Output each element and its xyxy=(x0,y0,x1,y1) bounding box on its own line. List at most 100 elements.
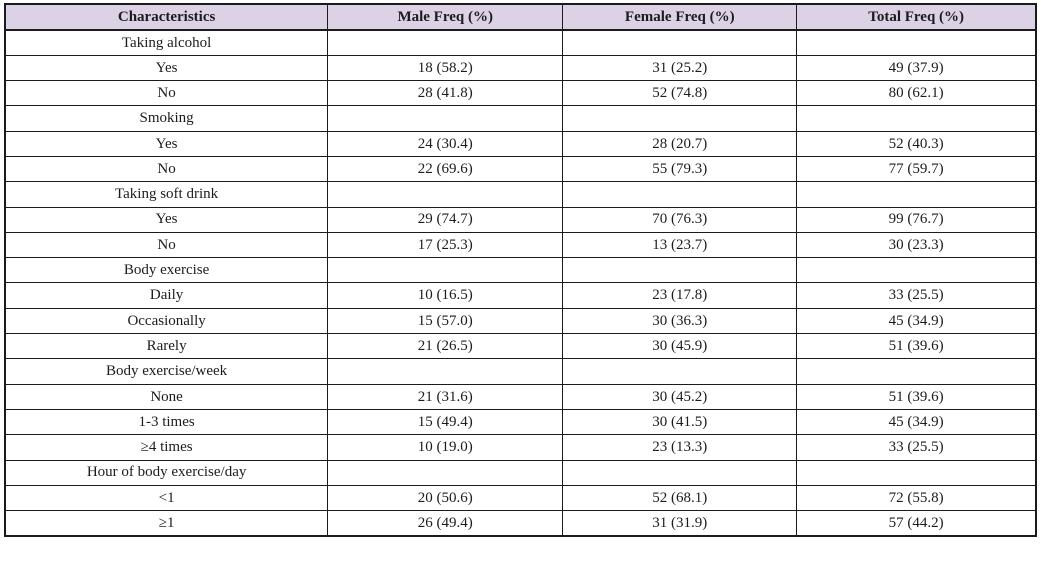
empty-cell xyxy=(562,257,798,284)
cell-total: 72 (55.8) xyxy=(796,484,1037,512)
col-header-female-freq: Female Freq (%) xyxy=(562,3,798,31)
section-label: Taking alcohol xyxy=(4,29,329,56)
table-header: Characteristics Male Freq (%) Female Fre… xyxy=(4,3,1037,31)
section-label: Body exercise xyxy=(4,257,329,284)
cell-male: 21 (31.6) xyxy=(327,383,564,410)
lifestyle-characteristics-table: Characteristics Male Freq (%) Female Fre… xyxy=(4,3,1037,537)
empty-cell xyxy=(562,105,798,132)
cell-female: 52 (74.8) xyxy=(562,80,798,107)
empty-cell xyxy=(562,358,798,385)
cell-male: 26 (49.4) xyxy=(327,510,564,537)
table-row: No 17 (25.3) 13 (23.7) 30 (23.3) xyxy=(4,231,1037,259)
row-label: No xyxy=(4,80,329,107)
empty-cell xyxy=(796,181,1037,208)
table-row: Occasionally 15 (57.0) 30 (36.3) 45 (34.9) xyxy=(4,307,1037,335)
cell-male: 21 (26.5) xyxy=(327,333,564,360)
empty-cell xyxy=(796,459,1037,486)
table-row: Yes 18 (58.2) 31 (25.2) 49 (37.9) xyxy=(4,54,1037,82)
cell-male: 29 (74.7) xyxy=(327,206,564,233)
section-label: Hour of body exercise/day xyxy=(4,459,329,486)
cell-total: 99 (76.7) xyxy=(796,206,1037,233)
section-row: Smoking xyxy=(4,105,1037,132)
cell-total: 51 (39.6) xyxy=(796,383,1037,410)
cell-total: 80 (62.1) xyxy=(796,80,1037,107)
row-label: Rarely xyxy=(4,333,329,360)
cell-female: 55 (79.3) xyxy=(562,155,798,183)
empty-cell xyxy=(796,105,1037,132)
cell-male: 17 (25.3) xyxy=(327,231,564,259)
section-label: Body exercise/week xyxy=(4,358,329,385)
row-label: None xyxy=(4,383,329,410)
cell-female: 23 (17.8) xyxy=(562,282,798,309)
table-row: None 21 (31.6) 30 (45.2) 51 (39.6) xyxy=(4,383,1037,410)
row-label: ≥1 xyxy=(4,510,329,537)
cell-total: 33 (25.5) xyxy=(796,434,1037,461)
cell-total: 77 (59.7) xyxy=(796,155,1037,183)
row-label: Daily xyxy=(4,282,329,309)
empty-cell xyxy=(327,257,564,284)
cell-male: 15 (49.4) xyxy=(327,408,564,436)
section-label: Smoking xyxy=(4,105,329,132)
empty-cell xyxy=(796,29,1037,56)
table-row: ≥1 26 (49.4) 31 (31.9) 57 (44.2) xyxy=(4,510,1037,537)
section-label: Taking soft drink xyxy=(4,181,329,208)
row-label: <1 xyxy=(4,484,329,512)
cell-male: 28 (41.8) xyxy=(327,80,564,107)
table-row: Daily 10 (16.5) 23 (17.8) 33 (25.5) xyxy=(4,282,1037,309)
empty-cell xyxy=(327,358,564,385)
table-row: ≥4 times 10 (19.0) 23 (13.3) 33 (25.5) xyxy=(4,434,1037,461)
table-row: No 22 (69.6) 55 (79.3) 77 (59.7) xyxy=(4,155,1037,183)
section-row: Body exercise xyxy=(4,257,1037,284)
cell-female: 31 (25.2) xyxy=(562,54,798,82)
table-row: <1 20 (50.6) 52 (68.1) 72 (55.8) xyxy=(4,484,1037,512)
col-header-characteristics: Characteristics xyxy=(4,3,329,31)
row-label: No xyxy=(4,155,329,183)
cell-female: 31 (31.9) xyxy=(562,510,798,537)
table-row: Rarely 21 (26.5) 30 (45.9) 51 (39.6) xyxy=(4,333,1037,360)
cell-female: 30 (45.9) xyxy=(562,333,798,360)
table-row: Yes 29 (74.7) 70 (76.3) 99 (76.7) xyxy=(4,206,1037,233)
cell-total: 52 (40.3) xyxy=(796,130,1037,157)
cell-female: 70 (76.3) xyxy=(562,206,798,233)
row-label: No xyxy=(4,231,329,259)
empty-cell xyxy=(562,459,798,486)
header-row: Characteristics Male Freq (%) Female Fre… xyxy=(4,3,1037,31)
cell-male: 10 (19.0) xyxy=(327,434,564,461)
cell-total: 33 (25.5) xyxy=(796,282,1037,309)
empty-cell xyxy=(562,29,798,56)
empty-cell xyxy=(796,358,1037,385)
cell-total: 45 (34.9) xyxy=(796,307,1037,335)
table-body: Taking alcohol Yes 18 (58.2) 31 (25.2) 49 (3… xyxy=(4,29,1037,537)
cell-female: 30 (36.3) xyxy=(562,307,798,335)
cell-female: 30 (45.2) xyxy=(562,383,798,410)
cell-total: 30 (23.3) xyxy=(796,231,1037,259)
cell-male: 18 (58.2) xyxy=(327,54,564,82)
cell-male: 15 (57.0) xyxy=(327,307,564,335)
cell-female: 30 (41.5) xyxy=(562,408,798,436)
cell-total: 51 (39.6) xyxy=(796,333,1037,360)
cell-total: 45 (34.9) xyxy=(796,408,1037,436)
table-row: No 28 (41.8) 52 (74.8) 80 (62.1) xyxy=(4,80,1037,107)
cell-female: 52 (68.1) xyxy=(562,484,798,512)
cell-female: 13 (23.7) xyxy=(562,231,798,259)
cell-male: 10 (16.5) xyxy=(327,282,564,309)
empty-cell xyxy=(327,105,564,132)
cell-total: 57 (44.2) xyxy=(796,510,1037,537)
table-row: 1-3 times 15 (49.4) 30 (41.5) 45 (34.9) xyxy=(4,408,1037,436)
empty-cell xyxy=(327,29,564,56)
cell-female: 23 (13.3) xyxy=(562,434,798,461)
cell-male: 24 (30.4) xyxy=(327,130,564,157)
col-header-total-freq: Total Freq (%) xyxy=(796,3,1037,31)
section-row: Body exercise/week xyxy=(4,358,1037,385)
row-label: Occasionally xyxy=(4,307,329,335)
row-label: Yes xyxy=(4,54,329,82)
empty-cell xyxy=(327,181,564,208)
cell-male: 22 (69.6) xyxy=(327,155,564,183)
col-header-male-freq: Male Freq (%) xyxy=(327,3,564,31)
section-row: Hour of body exercise/day xyxy=(4,459,1037,486)
empty-cell xyxy=(796,257,1037,284)
empty-cell xyxy=(327,459,564,486)
section-row: Taking alcohol xyxy=(4,29,1037,56)
row-label: 1-3 times xyxy=(4,408,329,436)
